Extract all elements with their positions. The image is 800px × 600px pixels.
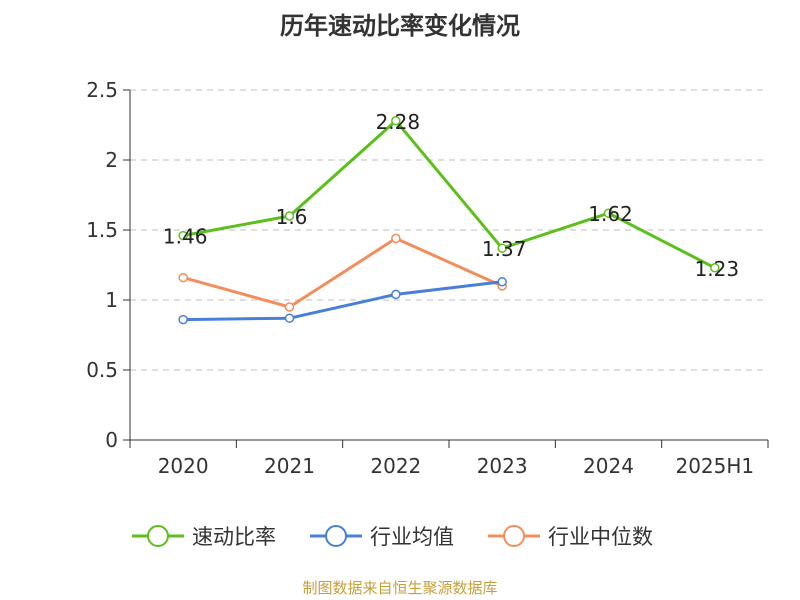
y-tick-label: 1	[105, 288, 118, 312]
y-tick-label: 1.5	[86, 218, 118, 242]
data-label: 1.23	[695, 257, 740, 281]
y-tick-label: 2.5	[86, 78, 118, 102]
data-point	[603, 208, 614, 218]
data-point	[710, 263, 720, 273]
legend-label: 行业均值	[370, 525, 454, 549]
data-label: 1.37	[482, 237, 527, 261]
legend-label: 速动比率	[192, 525, 276, 549]
data-point	[178, 314, 188, 325]
data-label: 1.62	[588, 202, 633, 226]
x-tick-label: 2022	[370, 454, 421, 478]
data-label: 2.28	[376, 110, 421, 134]
data-label: 1.6	[276, 205, 308, 229]
source-note: 制图数据来自恒生聚源数据库	[302, 579, 498, 597]
data-point	[178, 230, 188, 241]
data-point	[497, 243, 507, 253]
x-tick-label: 2023	[477, 454, 528, 478]
series-line	[182, 236, 503, 309]
y-tick-label: 0	[105, 428, 118, 452]
data-point	[284, 313, 295, 323]
x-tick-label: 2020	[158, 454, 209, 478]
data-point	[284, 302, 295, 312]
chart-title: 历年速动比率变化情况	[280, 12, 520, 40]
y-tick-label: 0.5	[86, 358, 118, 382]
x-tick-label: 2025H1	[675, 454, 754, 478]
x-tick-label: 2024	[583, 454, 634, 478]
series-line	[182, 119, 716, 270]
legend-label: 行业中位数	[548, 525, 653, 549]
data-point	[391, 116, 401, 126]
data-point	[391, 289, 401, 300]
data-point	[391, 233, 401, 244]
legend-marker	[147, 525, 169, 547]
series-line	[183, 280, 503, 322]
legend-marker	[325, 525, 347, 547]
legend-marker	[503, 525, 525, 547]
data-label: 1.46	[163, 225, 208, 249]
x-tick-label: 2021	[264, 454, 315, 478]
y-tick-label: 2	[105, 148, 118, 172]
data-point	[284, 211, 295, 221]
data-point	[178, 272, 188, 283]
data-point	[497, 277, 507, 287]
